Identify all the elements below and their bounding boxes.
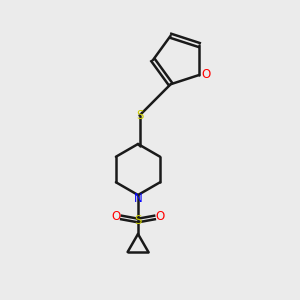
Text: O: O [201, 68, 210, 82]
Text: N: N [134, 192, 142, 205]
Text: S: S [136, 109, 143, 122]
Text: O: O [112, 209, 121, 223]
Text: O: O [155, 209, 164, 223]
Text: S: S [134, 214, 142, 227]
